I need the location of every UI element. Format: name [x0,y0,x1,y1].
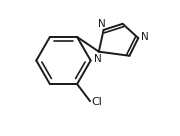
Text: Cl: Cl [92,97,102,107]
Text: N: N [94,54,102,64]
Text: N: N [141,32,149,42]
Text: N: N [98,18,106,29]
